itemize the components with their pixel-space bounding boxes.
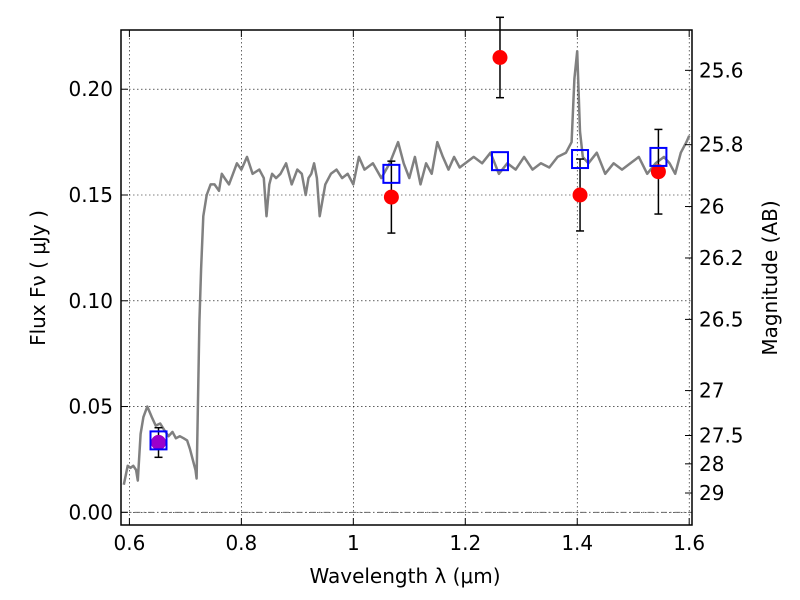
y2-tick-label: 26 bbox=[699, 195, 724, 219]
y2-tick-label: 27 bbox=[699, 379, 724, 403]
x-tick-label: 0.6 bbox=[113, 531, 145, 555]
model-flux-square bbox=[149, 430, 168, 451]
observed-flux-point bbox=[650, 164, 666, 180]
y2-tick-label: 26.2 bbox=[699, 246, 744, 270]
overlap-point bbox=[151, 435, 167, 450]
y-axis-title: Flux Fν ( μJy ) bbox=[26, 210, 50, 346]
y2-tick-label: 29 bbox=[699, 481, 724, 505]
model-flux-square bbox=[649, 146, 668, 167]
observed-flux-point bbox=[383, 189, 399, 205]
y-tick-label: 0.05 bbox=[68, 395, 113, 419]
observed-flux-point bbox=[492, 50, 508, 65]
x-tick-label: 1.6 bbox=[673, 531, 705, 555]
model-spectrum-line bbox=[122, 49, 691, 486]
x-tick-label: 1 bbox=[347, 531, 360, 555]
y2-tick-label: 28 bbox=[699, 452, 724, 476]
model-flux-square bbox=[382, 163, 401, 184]
x-tick-label: 0.8 bbox=[225, 531, 257, 555]
model-flux-square bbox=[490, 151, 509, 172]
y2-tick-label: 27.5 bbox=[699, 424, 744, 448]
y-tick-label: 0.00 bbox=[68, 500, 113, 524]
y2-tick-label: 25.6 bbox=[699, 58, 744, 82]
model-flux-square bbox=[571, 149, 590, 170]
grid-lines bbox=[121, 30, 692, 525]
observed-flux-point bbox=[572, 187, 588, 203]
y2-axis-title: Magnitude (AB) bbox=[758, 200, 782, 355]
x-tick-label: 1.4 bbox=[561, 531, 593, 555]
y2-tick-label: 26.5 bbox=[699, 307, 744, 331]
plot-frame bbox=[120, 29, 693, 526]
y-tick-label: 0.10 bbox=[68, 289, 113, 313]
y-tick-label: 0.20 bbox=[68, 77, 113, 101]
data-series bbox=[122, 16, 691, 486]
y-tick-label: 0.15 bbox=[68, 183, 113, 207]
axis-ticks: 0.6 0.8 1 1.2 1.4 1.6 0.00 0.05 0.10 0.15 0.20 25.6… bbox=[68, 30, 744, 555]
y2-tick-label: 25.8 bbox=[699, 133, 744, 157]
x-axis-title: Wavelength λ (μm) bbox=[309, 564, 500, 588]
x-tick-label: 1.2 bbox=[449, 531, 481, 555]
